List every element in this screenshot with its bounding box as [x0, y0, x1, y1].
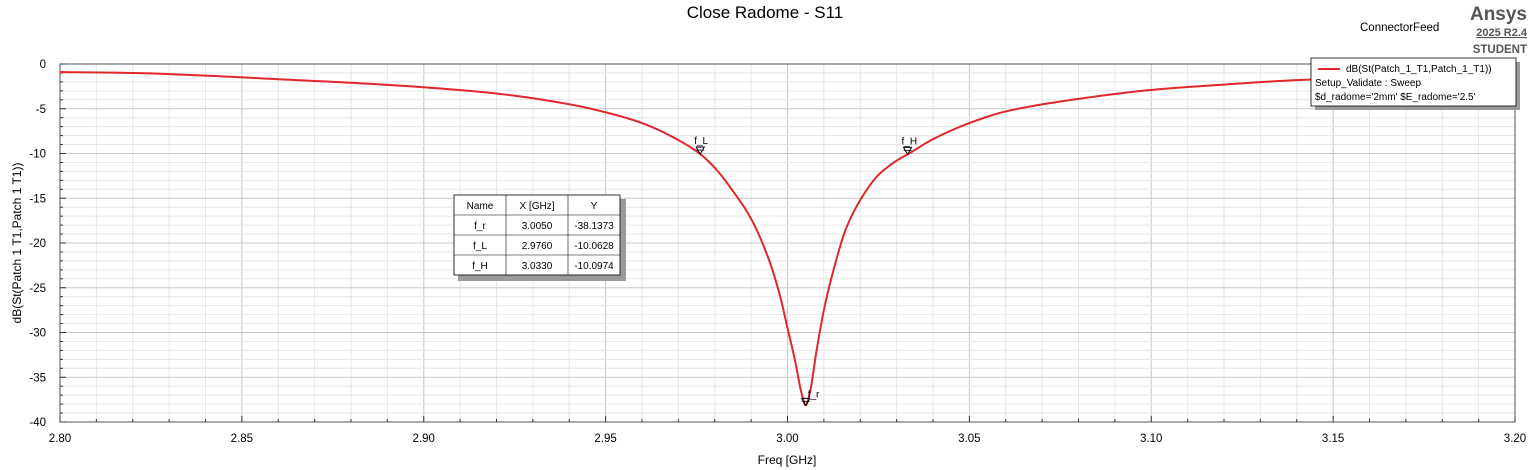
marker-table-cell: f_L — [473, 241, 487, 252]
chart-title: Close Radome - S11 — [687, 3, 844, 22]
marker-table-header-x: X [GHz] — [519, 201, 554, 212]
legend[interactable]: dB(St(Patch_1_T1,Patch_1_T1)) Setup_Vali… — [1310, 57, 1520, 110]
x-tick-label: 3.20 — [1504, 433, 1526, 445]
legend-series-name: dB(St(Patch_1_T1,Patch_1_T1)) — [1346, 64, 1492, 75]
brand-name: Ansys — [1470, 4, 1527, 25]
y-tick-label: -5 — [36, 104, 46, 116]
y-tick-label: -40 — [29, 417, 46, 429]
y-tick-label: -15 — [29, 193, 46, 205]
y-tick-label: -30 — [29, 328, 46, 340]
marker-layer: f_r f_L f_H — [694, 136, 918, 407]
brand-version: 2025 R2.4 — [1476, 27, 1528, 39]
marker-table-grid — [454, 195, 620, 275]
y-tick-label: -20 — [29, 238, 46, 250]
marker-triangle — [695, 146, 706, 156]
chart-subtitle: ConnectorFeed — [1360, 22, 1439, 34]
legend-box — [1310, 57, 1517, 107]
marker-label: f_H — [902, 136, 918, 147]
marker-triangle — [902, 146, 913, 156]
x-tick-label: 3.15 — [1322, 433, 1344, 445]
marker-table-header-y: Y — [591, 201, 598, 212]
legend-params: $d_radome='2mm' $E_radome='2.5' — [1315, 92, 1476, 103]
x-tick-label: 3.10 — [1140, 433, 1162, 445]
marker-label: f_r — [808, 389, 820, 400]
y-tick-label: -10 — [29, 149, 46, 161]
legend-setup: Setup_Validate : Sweep — [1315, 78, 1421, 89]
x-tick-label: 3.05 — [958, 433, 980, 445]
marker-label: f_L — [694, 136, 708, 147]
y-axis-label: dB(St(Patch 1 T1,Patch 1 T1)) — [10, 163, 24, 324]
marker-table-cell: 2.9760 — [522, 241, 553, 252]
x-tick-label: 3.00 — [776, 433, 798, 445]
marker-table[interactable]: Name X [GHz] Y f_r 3.0050 -38.1373 f_L 2… — [453, 194, 626, 281]
brand-edition: STUDENT — [1473, 44, 1527, 56]
y-tick-label: -25 — [29, 283, 46, 295]
x-tick-label: 2.90 — [413, 433, 435, 445]
marker-table-cell: f_H — [472, 261, 488, 272]
marker-triangle — [800, 397, 811, 407]
y-tick-label: -35 — [29, 372, 46, 384]
y-tick-label: 0 — [40, 59, 46, 71]
x-tick-label: 2.95 — [594, 433, 616, 445]
marker-table-cell: 3.0330 — [522, 261, 553, 272]
axis-ticks: 2.80 2.85 2.90 2.95 3.00 3.05 3.10 3.15 3.20 0 -5 -… — [29, 59, 1526, 445]
grid — [59, 63, 1516, 423]
x-tick-label: 2.85 — [231, 433, 253, 445]
marker-table-cell: -10.0628 — [574, 241, 614, 252]
marker-table-cell: -10.0974 — [574, 261, 614, 272]
x-tick-label: 2.80 — [49, 433, 71, 445]
x-axis-label: Freq [GHz] — [758, 453, 817, 467]
marker-table-header-name: Name — [467, 201, 494, 212]
marker-table-cell: f_r — [474, 221, 486, 232]
marker-table-cell: 3.0050 — [522, 221, 553, 232]
marker-table-cell: -38.1373 — [574, 221, 614, 232]
